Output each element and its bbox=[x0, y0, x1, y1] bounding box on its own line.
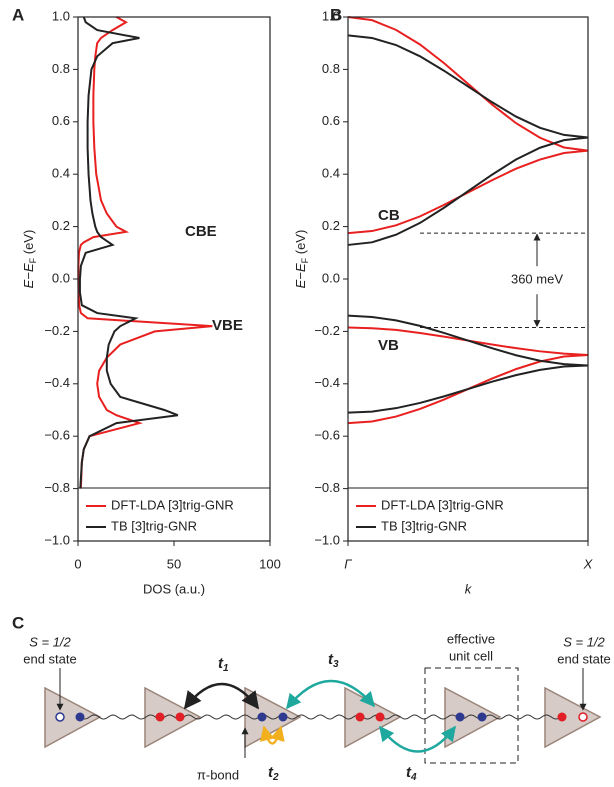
hopping-label: t1 bbox=[218, 655, 229, 674]
y-axis-label-part: F bbox=[300, 257, 310, 263]
y-tick-label: 0.4 bbox=[52, 166, 70, 181]
site bbox=[355, 712, 365, 722]
dos-curve bbox=[77, 16, 213, 489]
y-tick-label: 0.6 bbox=[322, 113, 340, 128]
y-tick-label: 0.8 bbox=[322, 61, 340, 76]
annotation: VB bbox=[378, 337, 399, 354]
hopping-arrow bbox=[183, 682, 260, 710]
legend-label: TB [3]trig-GNR bbox=[381, 518, 467, 533]
hopping-arrow bbox=[259, 725, 285, 745]
band-curve bbox=[347, 314, 589, 367]
annotation: CBE bbox=[185, 223, 217, 240]
y-tick-label: 0.2 bbox=[52, 218, 70, 233]
end-state: end state bbox=[557, 651, 611, 666]
y-tick-label: −0.2 bbox=[44, 323, 70, 338]
y-axis-label: E−EF (eV) bbox=[293, 230, 310, 289]
legend-label: DFT-LDA [3]trig-GNR bbox=[111, 497, 234, 512]
site bbox=[455, 712, 465, 722]
y-tick-label: −0.4 bbox=[314, 375, 340, 390]
y-tick-label: 0.0 bbox=[52, 270, 70, 285]
hopping-arrow bbox=[286, 679, 375, 710]
triangle bbox=[544, 686, 602, 749]
y-tick-label: 0.2 bbox=[322, 218, 340, 233]
site bbox=[55, 712, 65, 722]
x-tick-label: 0 bbox=[74, 556, 81, 571]
triangle bbox=[144, 686, 202, 749]
site bbox=[477, 712, 487, 722]
triangle bbox=[44, 686, 102, 749]
plot-frame bbox=[77, 16, 271, 542]
plot-frame bbox=[347, 16, 589, 542]
bond-label: π-bond bbox=[197, 767, 239, 782]
y-tick-label: 0.0 bbox=[322, 270, 340, 285]
band-curve bbox=[347, 364, 589, 414]
site bbox=[375, 712, 385, 722]
site bbox=[557, 712, 567, 722]
x-axis-label: DOS (a.u.) bbox=[143, 581, 205, 596]
y-axis-label: E−EF (eV) bbox=[21, 230, 38, 289]
unit-cell-box bbox=[424, 667, 519, 764]
x-tick-label: 100 bbox=[259, 556, 281, 571]
y-tick-label: 0.8 bbox=[52, 61, 70, 76]
band-curve bbox=[347, 136, 589, 246]
panel-label: C bbox=[12, 613, 24, 632]
y-tick-label: −0.6 bbox=[44, 428, 70, 443]
y-axis-label-part: F bbox=[28, 257, 38, 263]
site bbox=[155, 712, 165, 722]
x-tick-label: Γ bbox=[344, 556, 352, 571]
y-tick-label: −0.8 bbox=[44, 480, 70, 495]
annotation: VBE bbox=[212, 317, 243, 334]
y-axis-label-part: (eV) bbox=[21, 230, 36, 258]
site bbox=[278, 712, 288, 722]
triangle bbox=[244, 686, 302, 749]
y-axis-label-part: E−E bbox=[21, 263, 36, 288]
gap-label: 360 meV bbox=[511, 272, 563, 287]
hopping-arrow bbox=[379, 725, 456, 753]
unit-cell-label: unit cell bbox=[449, 648, 493, 663]
legend-label: TB [3]trig-GNR bbox=[111, 518, 197, 533]
x-tick-label: X bbox=[583, 556, 594, 571]
y-tick-label: 1.0 bbox=[322, 8, 340, 23]
hopping-label: t2 bbox=[268, 764, 279, 783]
site bbox=[578, 712, 588, 722]
end-state: end state bbox=[23, 651, 77, 666]
hopping-label: t3 bbox=[328, 651, 339, 670]
y-tick-label: −0.6 bbox=[314, 428, 340, 443]
unit-cell-label: effective bbox=[447, 631, 495, 646]
site bbox=[175, 712, 185, 722]
site bbox=[257, 712, 267, 722]
end-spin: S = 1/2 bbox=[563, 634, 605, 649]
panel-label: B bbox=[330, 5, 342, 24]
site bbox=[75, 712, 85, 722]
y-tick-label: 1.0 bbox=[52, 8, 70, 23]
x-tick-label: 50 bbox=[167, 556, 181, 571]
annotation: CB bbox=[378, 207, 400, 224]
y-tick-label: −1.0 bbox=[314, 532, 340, 547]
y-tick-label: −1.0 bbox=[44, 532, 70, 547]
y-axis-label-part: E−E bbox=[293, 263, 308, 288]
diagram: C S = 1/2 end state S = 1/2 end state π-… bbox=[12, 613, 611, 782]
band-curve bbox=[347, 149, 589, 235]
x-axis-label: k bbox=[465, 581, 473, 596]
end-spin: S = 1/2 bbox=[29, 634, 71, 649]
triangle bbox=[444, 686, 502, 749]
y-tick-label: −0.2 bbox=[314, 323, 340, 338]
y-tick-label: −0.8 bbox=[314, 480, 340, 495]
panel-label: A bbox=[12, 5, 24, 24]
y-axis-label-part: (eV) bbox=[293, 230, 308, 258]
dos-curve bbox=[78, 16, 179, 489]
band-curve bbox=[347, 16, 589, 152]
band-curve bbox=[347, 34, 589, 139]
hopping-label: t4 bbox=[406, 764, 417, 783]
y-tick-label: 0.4 bbox=[322, 166, 340, 181]
y-tick-label: 0.6 bbox=[52, 113, 70, 128]
y-tick-label: −0.4 bbox=[44, 375, 70, 390]
legend-label: DFT-LDA [3]trig-GNR bbox=[381, 497, 504, 512]
